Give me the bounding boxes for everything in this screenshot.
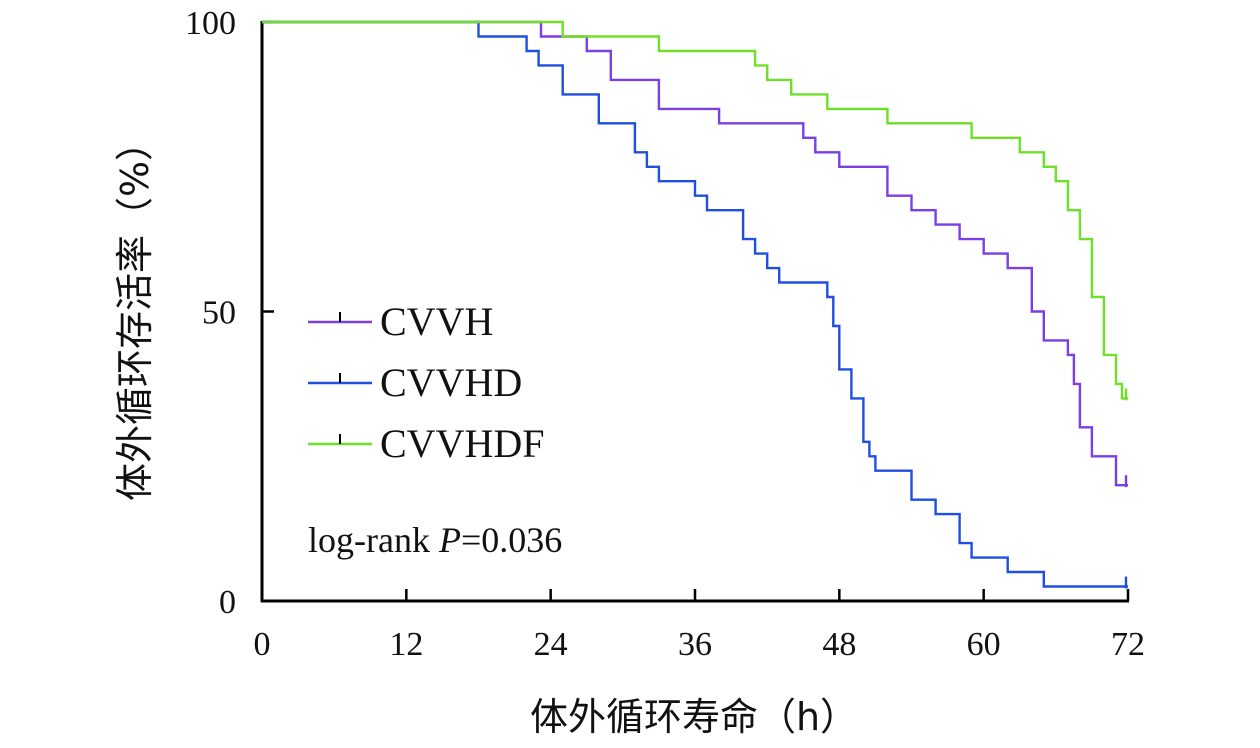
- x-axis-title: 体外循环寿命（h）: [530, 695, 858, 739]
- series-line-cvvhdf: [262, 20, 1128, 400]
- legend-label: CVVHD: [380, 360, 522, 405]
- y-ticks: 0 50 100: [185, 5, 274, 621]
- legend-label: CVVHDF: [380, 421, 544, 466]
- x-tick-label: 0: [254, 626, 271, 663]
- legend-label: CVVH: [380, 299, 493, 344]
- series-layer: [262, 20, 1128, 589]
- series-line-cvvh: [262, 20, 1128, 487]
- annotation-prefix: log-rank: [308, 520, 439, 560]
- x-tick-label: 36: [678, 626, 712, 663]
- x-tick-label: 60: [967, 626, 1001, 663]
- legend: CVVH CVVHD CVVHDF: [308, 299, 544, 466]
- y-tick-label: 100: [185, 5, 236, 42]
- x-tick-label: 48: [822, 626, 856, 663]
- y-tick-label: 50: [202, 295, 236, 332]
- x-tick-label: 12: [389, 626, 423, 663]
- x-tick-label: 72: [1111, 626, 1145, 663]
- annotation-value: =0.036: [461, 520, 562, 560]
- y-axis-title: 体外循环存活率（%）: [113, 123, 157, 501]
- x-tick-label: 24: [534, 626, 568, 663]
- axes: 0 12 24 36 48 60 72 0 50 100: [185, 5, 1145, 663]
- annotation-p-symbol: P: [438, 520, 461, 560]
- log-rank-annotation: log-rank P=0.036: [308, 520, 562, 560]
- y-tick-label: 0: [219, 584, 236, 621]
- x-ticks: 0 12 24 36 48 60 72: [254, 589, 1145, 663]
- series-line-cvvhd: [262, 20, 1128, 588]
